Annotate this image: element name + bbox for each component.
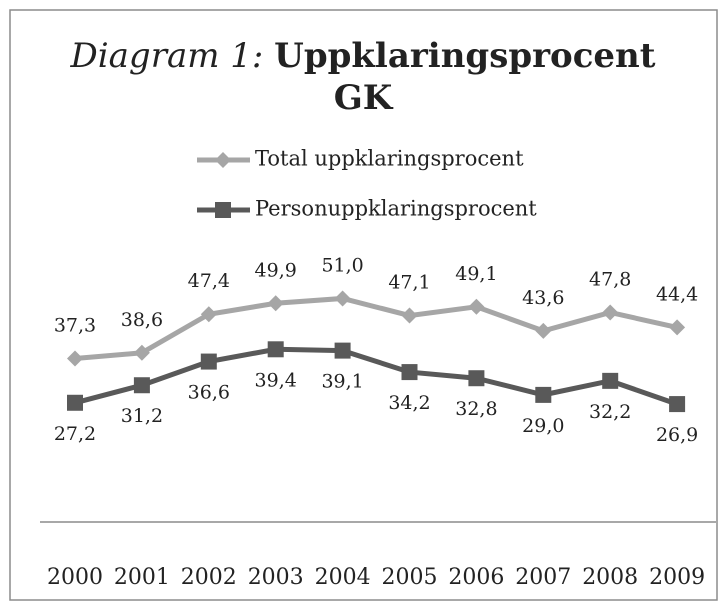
data-label: 47,4 — [188, 270, 230, 292]
x-tick-label: 2008 — [582, 565, 638, 590]
x-tick-label: 2007 — [515, 565, 571, 590]
point — [602, 372, 619, 389]
chart-title: Diagram 1: Uppklaringsprocent — [70, 36, 656, 76]
data-label: 51,0 — [321, 254, 363, 276]
point — [267, 295, 284, 312]
x-tick-label: 2000 — [47, 565, 103, 590]
title-prefix: Diagram 1: — [70, 36, 264, 76]
data-label: 27,2 — [54, 423, 96, 445]
x-tick-label: 2003 — [248, 565, 304, 590]
data-label: 44,4 — [656, 283, 698, 305]
data-label: 43,6 — [522, 287, 564, 309]
point — [267, 341, 284, 358]
data-label: 37,3 — [54, 315, 96, 337]
x-tick-label: 2006 — [448, 565, 504, 590]
point — [334, 342, 351, 359]
legend-marker — [215, 152, 231, 168]
point — [133, 344, 150, 361]
data-label: 39,4 — [255, 369, 297, 391]
series-line — [74, 346, 678, 407]
data-label: 26,9 — [656, 424, 698, 446]
point — [535, 322, 552, 339]
data-label: 32,2 — [589, 401, 631, 423]
x-tick-label: 2005 — [382, 565, 438, 590]
data-label: 36,6 — [188, 382, 230, 404]
data-label: 31,2 — [121, 405, 163, 427]
data-label: 32,8 — [455, 398, 497, 420]
data-label: 38,6 — [121, 309, 163, 331]
point — [401, 364, 418, 381]
data-label: 29,0 — [522, 415, 564, 437]
point — [200, 353, 217, 370]
point — [468, 298, 485, 315]
data-label: 49,9 — [255, 259, 297, 281]
point — [200, 306, 217, 323]
data-label: 47,8 — [589, 268, 631, 290]
data-label: 34,2 — [388, 392, 430, 414]
legend-label: Total uppklaringsprocent — [255, 147, 524, 171]
chart-title-wrap: GK — [334, 78, 394, 118]
x-tick-label: 2002 — [181, 565, 237, 590]
data-label: 39,1 — [321, 371, 363, 393]
point — [401, 307, 418, 324]
legend-marker — [215, 202, 231, 218]
point — [133, 377, 150, 394]
legend-label: Personuppklaringsprocent — [255, 197, 537, 221]
point — [334, 290, 351, 307]
x-tick-label: 2009 — [649, 565, 705, 590]
point — [535, 386, 552, 403]
point — [602, 304, 619, 321]
series-line — [74, 295, 678, 361]
x-tick-label: 2001 — [114, 565, 170, 590]
point — [67, 350, 83, 367]
point — [468, 370, 485, 387]
point — [669, 319, 686, 336]
point — [67, 394, 83, 411]
title-main: Uppklaringsprocent — [274, 36, 656, 76]
point — [669, 396, 686, 413]
x-tick-label: 2004 — [315, 565, 371, 590]
data-label: 49,1 — [455, 263, 497, 285]
data-label: 47,1 — [388, 272, 430, 294]
